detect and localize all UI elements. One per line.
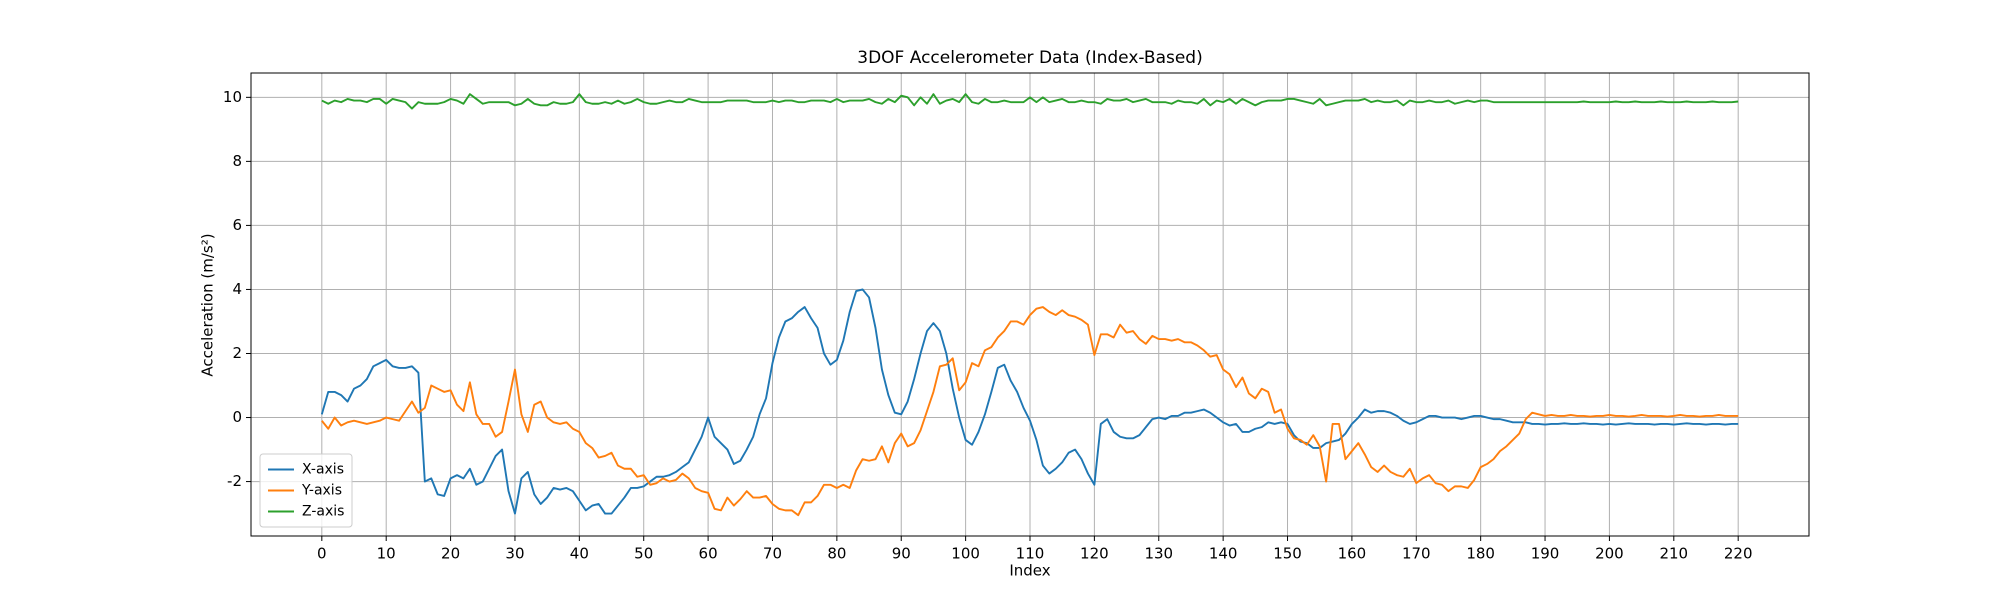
x-tick-label: 100 [951,545,980,563]
y-tick-label: 4 [232,280,242,298]
x-tick-label: 90 [892,545,911,563]
x-tick-label: 10 [377,545,396,563]
x-tick-label: 200 [1595,545,1624,563]
y-tick-label: 10 [223,88,242,106]
x-tick-label: 180 [1466,545,1495,563]
x-tick-label: 120 [1080,545,1109,563]
data-line [321,306,1739,517]
legend: X-axis Y-axis Z-axis [259,453,353,528]
x-tick-label: 80 [827,545,846,563]
x-tick-label: 220 [1724,545,1753,563]
x-tick-label: 50 [634,545,653,563]
x-tick-label: 20 [441,545,460,563]
x-tick-label: 170 [1402,545,1431,563]
y-tick-label: 8 [232,152,242,170]
chart-title: 3DOF Accelerometer Data (Index-Based) [857,48,1202,68]
y-axis-label: Acceleration (m/s²) [199,233,217,376]
y-tick-label: 0 [232,408,242,426]
x-tick-label: 0 [317,545,327,563]
x-tick-label: 30 [505,545,524,563]
x-tick-label: 70 [763,545,782,563]
y-tick-label: -2 [227,472,242,490]
x-tick-label: 210 [1659,545,1688,563]
x-tick-label: 160 [1338,545,1367,563]
x-tick-label: 40 [570,545,589,563]
x-tick-label: 130 [1144,545,1173,563]
y-tick-label: 2 [232,344,242,362]
legend-label: Z-axis [302,504,344,520]
x-tick-label: 140 [1209,545,1238,563]
x-tick-label: 150 [1273,545,1302,563]
legend-label: Y-axis [301,483,342,499]
data-line [320,288,1739,515]
x-axis-label: Index [1009,562,1050,580]
data-line [321,93,1739,110]
x-tick-label: 190 [1531,545,1560,563]
legend-box [259,453,353,528]
x-tick-label: 60 [699,545,718,563]
legend-label: X-axis [302,462,344,478]
y-tick-label: 6 [232,216,242,234]
plot-frame [250,72,1810,537]
x-tick-label: 110 [1016,545,1045,563]
